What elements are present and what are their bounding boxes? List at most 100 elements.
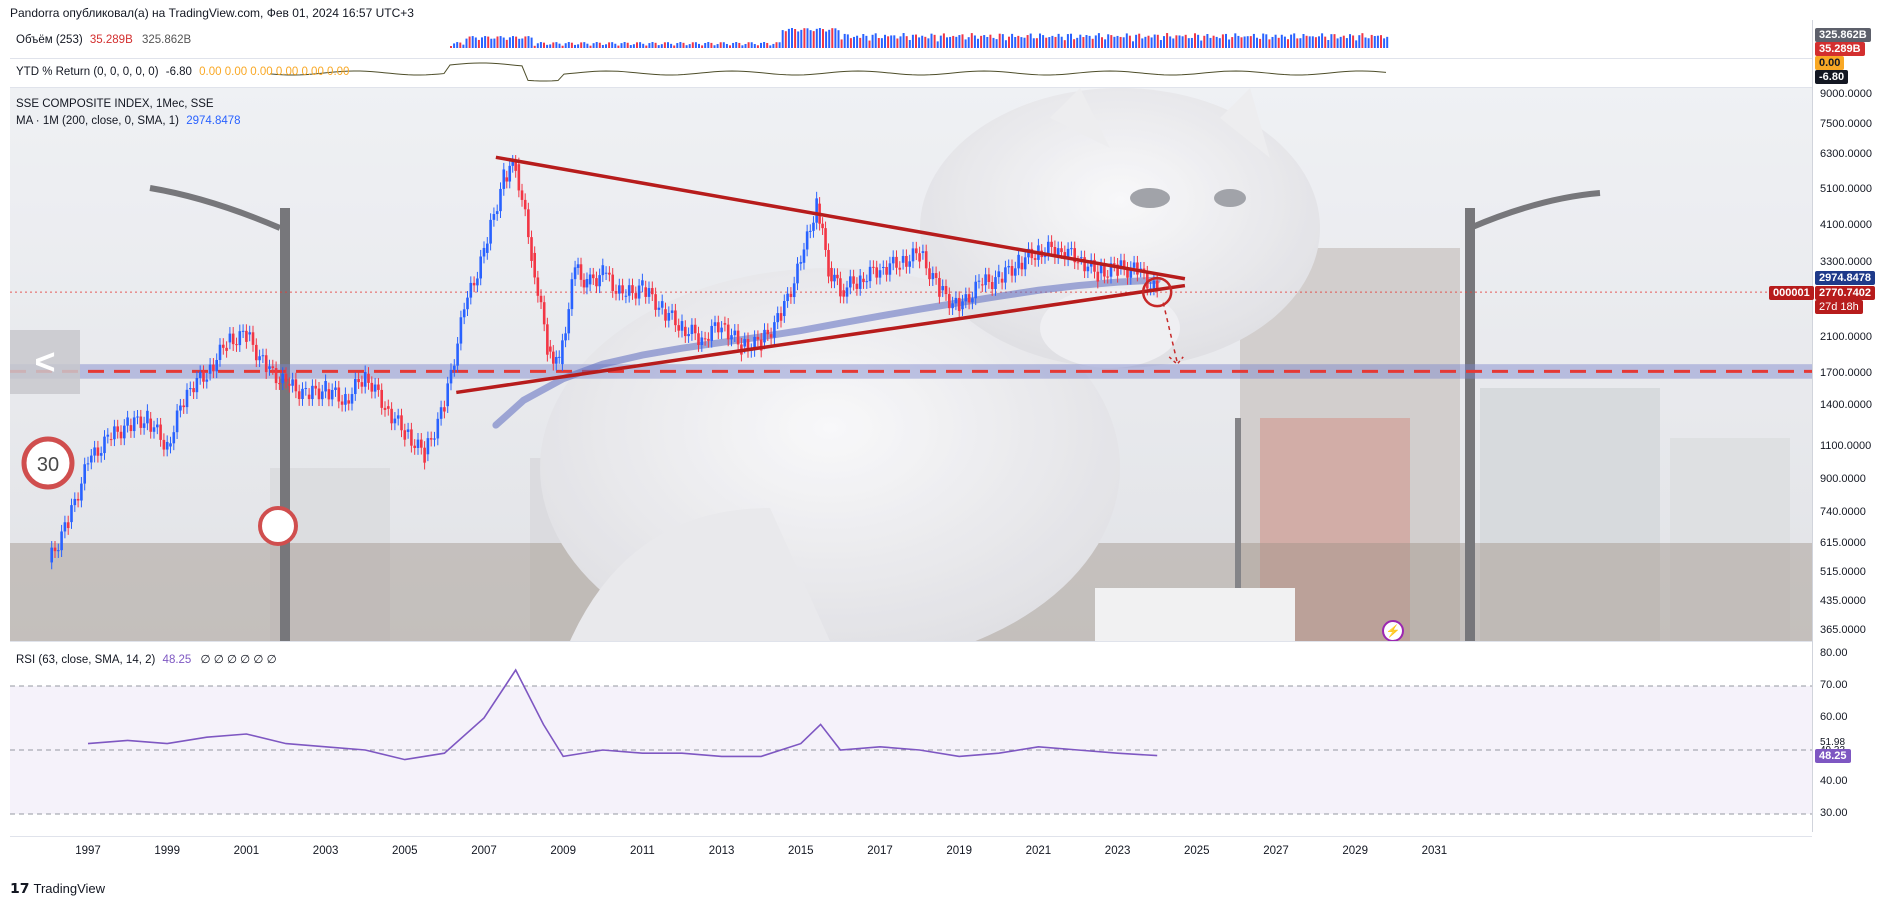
volume-bar (1376, 35, 1379, 48)
candle-body (924, 251, 928, 269)
volume-bar (623, 42, 626, 48)
volume-bar (893, 35, 896, 48)
volume-bar (1156, 34, 1159, 48)
candle-body (1113, 263, 1116, 265)
candle-body (984, 274, 987, 286)
candle-body (660, 301, 664, 308)
ma-legend[interactable]: MA · 1M (200, close, 0, SMA, 1) 2974.847… (16, 115, 241, 127)
volume-bar (679, 42, 682, 48)
candle-body (1000, 278, 1004, 283)
candle-body (1053, 247, 1057, 258)
candle-body (824, 228, 827, 250)
price-axis[interactable]: 9000.0000 7500.0000 6300.0000 5100.0000 4100… (1812, 0, 1891, 840)
resistance-trendline (495, 155, 1186, 281)
pane-separator[interactable] (10, 58, 1812, 59)
candle-body (1096, 271, 1100, 282)
candle-body (743, 339, 746, 347)
volume-bar (552, 42, 555, 48)
price-tick-label: 515.0000 (1820, 566, 1866, 579)
projection-arrow (1162, 302, 1178, 363)
volume-bar (983, 35, 986, 48)
volume-bar (546, 44, 549, 48)
volume-bar (1364, 37, 1367, 48)
candle-body (83, 464, 86, 484)
year-tick-label: 2015 (788, 845, 814, 857)
volume-bar (952, 35, 955, 48)
candle-body (618, 285, 621, 294)
price-tick-label: 900.0000 (1820, 473, 1866, 486)
candle-body (855, 283, 859, 289)
tradingview-logo[interactable]: 𝟭𝟳 TradingView (10, 880, 105, 897)
candle-body (403, 430, 407, 440)
volume-bar (1017, 35, 1020, 48)
event-bolt-icon[interactable]: ⚡ (1382, 620, 1404, 642)
volume-bar (580, 42, 583, 48)
volume-bar (691, 42, 694, 48)
volume-bar (1097, 33, 1100, 48)
volume-bar (1091, 38, 1094, 48)
volume-bar (1293, 33, 1296, 48)
volume-bar (1128, 35, 1131, 48)
candle-body (456, 343, 459, 366)
rsi-legend[interactable]: RSI (63, close, SMA, 14, 2) 48.25 ∅ ∅ ∅ … (16, 652, 277, 666)
year-tick-label: 1997 (75, 845, 101, 857)
pane-separator[interactable] (10, 641, 1812, 642)
candle-body (842, 290, 845, 297)
candle-body (981, 284, 984, 286)
volume-bar (1125, 33, 1128, 48)
candle-body (582, 279, 586, 288)
volume-bar (1373, 36, 1376, 48)
volume-bar (601, 44, 604, 48)
volume-bar (964, 39, 967, 48)
volume-bar (1386, 36, 1389, 48)
volume-bar (468, 36, 471, 48)
volume-bar (1324, 36, 1327, 48)
volume-bar (1159, 40, 1162, 48)
year-tick-label: 2027 (1263, 845, 1289, 857)
volume-bar (1150, 37, 1153, 48)
price-chart[interactable] (10, 88, 1812, 641)
volume-bar (877, 38, 880, 48)
candle-body (165, 441, 169, 450)
candle-body (459, 317, 463, 344)
volume-bar (592, 43, 595, 48)
scroll-back-button[interactable]: < (10, 330, 80, 394)
rsi-chart[interactable] (10, 642, 1812, 836)
candle-body (604, 272, 608, 274)
volume-bar (450, 46, 452, 48)
ytd-legend[interactable]: YTD % Return (0, 0, 0, 0, 0) -6.80 0.00 … (16, 66, 349, 78)
candle-body (664, 309, 667, 321)
pane-separator[interactable] (10, 87, 1812, 88)
candle-body (284, 373, 288, 382)
volume-bar (1166, 33, 1169, 48)
candle-body (849, 276, 852, 288)
candle-body (821, 223, 824, 229)
candle-body (674, 310, 677, 326)
candle-body (898, 267, 902, 270)
volume-bar (1104, 39, 1107, 48)
candle-body (99, 453, 103, 456)
volume-bar (558, 43, 561, 48)
main-title[interactable]: SSE COMPOSITE INDEX, 1Мес, SSE (16, 98, 214, 110)
candle-body (776, 313, 779, 323)
volume-bar (1051, 35, 1054, 48)
candle-body (971, 298, 974, 303)
volume-bar (800, 29, 803, 48)
candle-body (420, 439, 423, 448)
candle-body (759, 339, 763, 351)
ma-line (492, 276, 1161, 429)
volume-bar (880, 38, 883, 48)
volume-bar (862, 34, 865, 48)
candle-body (426, 438, 430, 455)
volume-bar (694, 42, 697, 48)
price-axis-border (1812, 20, 1813, 832)
candle-body (872, 266, 875, 268)
candle-body (830, 267, 833, 282)
volume-legend[interactable]: Объём (253) 35.289B 325.862B (16, 34, 191, 46)
volume-bar (1070, 33, 1072, 48)
candle-body (1129, 267, 1133, 278)
candle-body (126, 417, 129, 426)
candle-body (957, 297, 961, 311)
candle-body (799, 262, 803, 264)
volume-bar (496, 36, 499, 48)
